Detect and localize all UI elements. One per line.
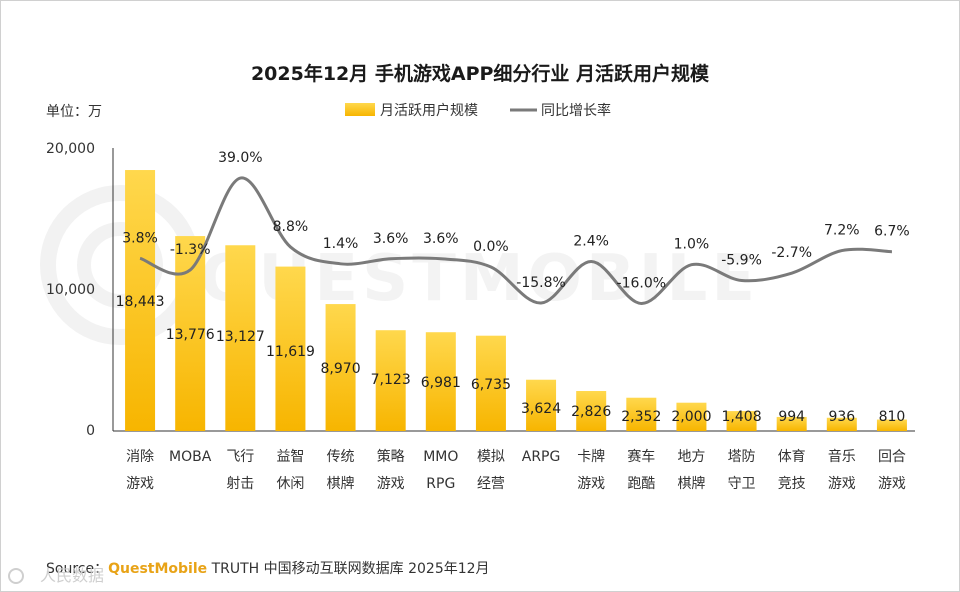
bar-12 — [726, 411, 757, 431]
corner-logo-icon — [8, 568, 24, 584]
growth-label-14: 7.2% — [824, 223, 860, 239]
source-rest: TRUTH 中国移动互联网数据库 2025年12月 — [207, 561, 489, 577]
growth-line-path — [139, 176, 893, 305]
category-label-11: 地方棋牌 — [677, 449, 705, 492]
bar-3 — [275, 266, 306, 431]
growth-label-11: 1.0% — [674, 237, 710, 253]
category-label-5: 策略游戏 — [377, 448, 405, 492]
legend: 月活跃用户规模 同比增长率 — [345, 102, 611, 119]
growth-label-2: 39.0% — [218, 150, 262, 166]
growth-label-13: -2.7% — [771, 245, 812, 261]
bar-value-label-6: 6,981 — [421, 375, 461, 391]
growth-label-0: 3.8% — [122, 230, 158, 246]
category-label-1: MOBA — [169, 449, 212, 465]
growth-label-3: 8.8% — [273, 219, 309, 235]
source-line: Source：QuestMobile TRUTH 中国移动互联网数据库 2025… — [46, 561, 490, 577]
unit-label: 单位：万 — [46, 104, 102, 120]
bar-value-label-2: 13,127 — [216, 329, 265, 345]
category-label-4: 传统棋牌 — [327, 449, 355, 492]
source-text: Source：QuestMobile TRUTH 中国移动互联网数据库 2025… — [46, 561, 490, 577]
bar-value-label-15: 810 — [879, 409, 906, 425]
legend-bar-swatch — [345, 103, 375, 116]
bar-value-label-13: 994 — [778, 409, 805, 425]
growth-label-1: -1.3% — [170, 242, 211, 258]
category-label-6: MMO RPG — [423, 449, 458, 492]
y-tick-20000: 20,000 — [46, 141, 95, 157]
growth-label-12: -5.9% — [721, 252, 762, 268]
bar-value-label-8: 3,624 — [521, 401, 561, 417]
category-label-14: 音乐游戏 — [828, 448, 856, 492]
category-label-15: 回合游戏 — [878, 449, 906, 492]
category-label-0: 消除游戏 — [126, 449, 154, 492]
category-label-8: ARPG — [522, 449, 561, 465]
bar-4 — [325, 304, 356, 431]
category-label-7: 模拟经营 — [477, 449, 505, 492]
growth-label-8: -15.8% — [516, 275, 566, 291]
category-label-13: 体育竞技 — [778, 449, 806, 492]
category-label-2: 飞行射击 — [226, 449, 254, 492]
legend-bar-label: 月活跃用户规模 — [380, 102, 478, 119]
growth-label-6: 3.6% — [423, 231, 459, 247]
corner-watermark-text: 人民数据 — [40, 566, 104, 585]
bar-value-label-11: 2,000 — [671, 409, 711, 425]
bar-0 — [125, 170, 156, 431]
corner-watermark: 人民数据 — [8, 566, 104, 585]
growth-label-7: 0.0% — [473, 239, 509, 255]
bar-11 — [676, 402, 707, 431]
growth-label-15: 6.7% — [874, 224, 910, 240]
growth-label-9: 2.4% — [573, 234, 609, 250]
bar-15 — [876, 419, 907, 431]
growth-label-10: -16.0% — [617, 275, 667, 291]
bar-value-label-10: 2,352 — [621, 409, 661, 425]
bar-8 — [526, 379, 557, 431]
bar-value-label-3: 11,619 — [266, 344, 315, 360]
chart-title: 2025年12月 手机游戏APP细分行业 月活跃用户规模 — [251, 62, 710, 85]
category-label-3: 益智休闲 — [276, 449, 304, 492]
bar-6 — [425, 332, 456, 431]
y-tick-10000: 10,000 — [46, 282, 95, 298]
bar-value-label-0: 18,443 — [116, 294, 165, 310]
bar-14 — [826, 417, 857, 431]
source-prefix: Source： — [46, 561, 108, 577]
bar-value-label-12: 1,408 — [722, 409, 762, 425]
bar-value-label-1: 13,776 — [166, 327, 215, 343]
y-tick-0: 0 — [86, 423, 95, 439]
bar-10 — [626, 397, 657, 431]
legend-line-label: 同比增长率 — [541, 102, 611, 119]
growth-label-4: 1.4% — [323, 236, 359, 252]
bar-7 — [475, 335, 506, 431]
bar-value-label-14: 936 — [828, 409, 855, 425]
bar-value-label-7: 6,735 — [471, 377, 511, 393]
category-label-12: 塔防守卫 — [728, 449, 756, 492]
bar-value-label-9: 2,826 — [571, 404, 611, 420]
bar-2 — [225, 245, 256, 431]
bar-9 — [576, 391, 607, 431]
category-label-9: 卡牌游戏 — [577, 448, 605, 492]
category-label-10: 赛车跑酷 — [627, 448, 655, 492]
bar-value-label-5: 7,123 — [371, 372, 411, 388]
source-brand: QuestMobile — [108, 561, 207, 577]
growth-label-5: 3.6% — [373, 231, 409, 247]
bar-13 — [776, 416, 807, 431]
bar-value-label-4: 8,970 — [321, 361, 361, 377]
growth-line: 3.8% -1.3% 39.0% 8.8% 1.4% 3.6% 3.6% 0.0% -15.8%… — [122, 150, 910, 305]
bar-5 — [375, 330, 406, 431]
